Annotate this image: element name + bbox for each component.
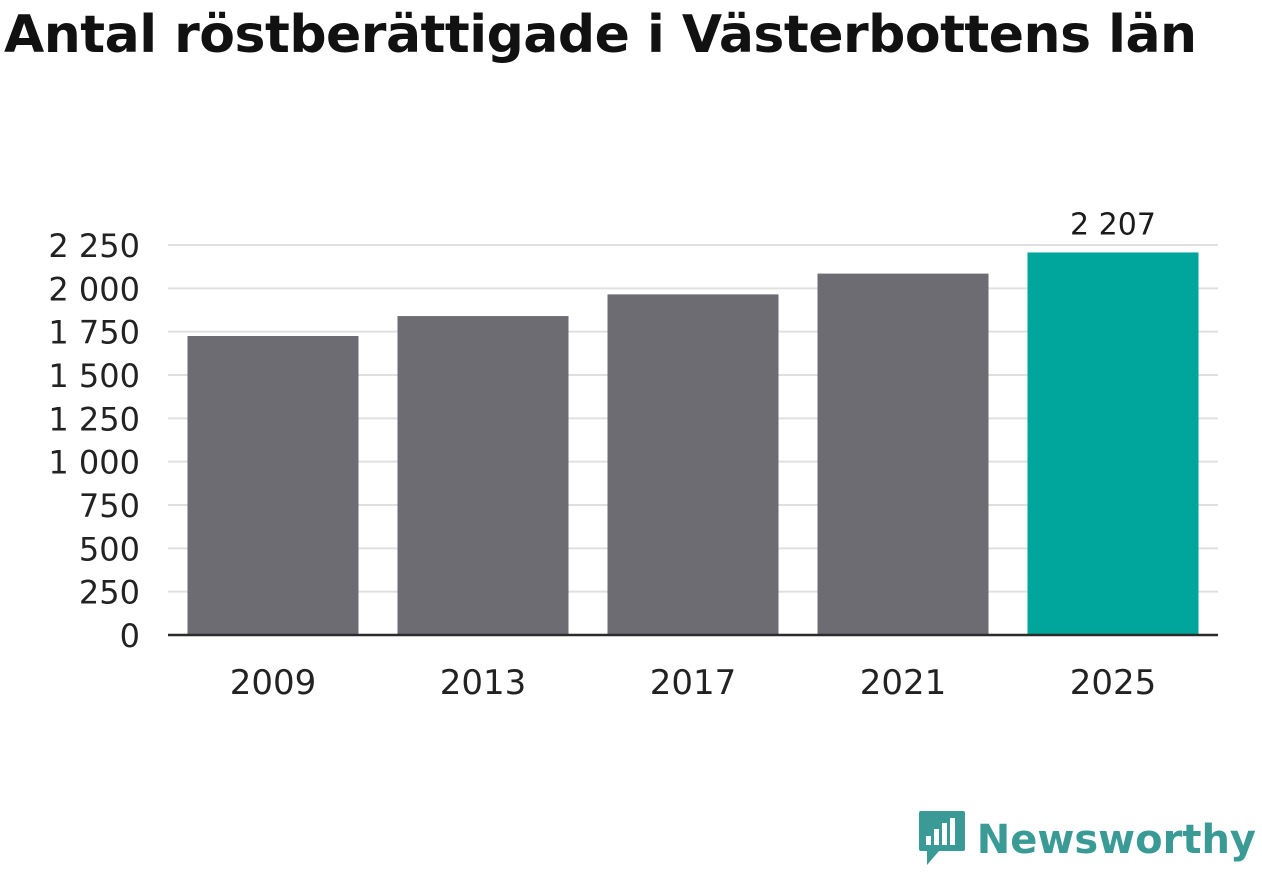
y-tick-label: 1 500 bbox=[48, 357, 140, 395]
x-tick-label: 2017 bbox=[650, 663, 737, 703]
y-tick-label: 250 bbox=[79, 574, 140, 612]
x-tick-label: 2013 bbox=[440, 663, 527, 703]
data-labels: 2 207 bbox=[1070, 207, 1156, 242]
y-tick-label: 500 bbox=[79, 530, 140, 568]
bar-2013 bbox=[397, 316, 569, 635]
y-tick-label: 1 250 bbox=[48, 400, 140, 438]
y-tick-label: 0 bbox=[120, 617, 140, 655]
y-tick-label: 2 000 bbox=[48, 270, 140, 308]
x-tick-label: 2025 bbox=[1070, 663, 1157, 703]
y-tick-label: 750 bbox=[79, 487, 140, 525]
x-tick-label: 2021 bbox=[860, 663, 947, 703]
y-axis-tick-labels: 0 250 500 750 1 000 1 250 1 500 1 750 2 000 2 250 bbox=[48, 227, 140, 655]
bars bbox=[187, 252, 1199, 635]
bar-2021 bbox=[817, 273, 989, 635]
brand: Newsworthy bbox=[917, 809, 1256, 871]
y-tick-label: 1 000 bbox=[48, 444, 140, 482]
y-tick-label: 2 250 bbox=[48, 227, 140, 265]
newsworthy-logo-icon bbox=[917, 809, 967, 871]
chart-title: Antal röstberättigade i Västerbottens lä… bbox=[4, 5, 1197, 65]
bar-2017 bbox=[607, 294, 779, 635]
y-tick-label: 1 750 bbox=[48, 314, 140, 352]
brand-name: Newsworthy bbox=[976, 817, 1256, 863]
bar-2025 bbox=[1027, 252, 1199, 635]
x-axis-tick-labels: 2009 2013 2017 2021 2025 bbox=[230, 663, 1157, 703]
bar-2009 bbox=[187, 336, 359, 635]
data-label-2025: 2 207 bbox=[1070, 207, 1156, 242]
x-tick-label: 2009 bbox=[230, 663, 317, 703]
